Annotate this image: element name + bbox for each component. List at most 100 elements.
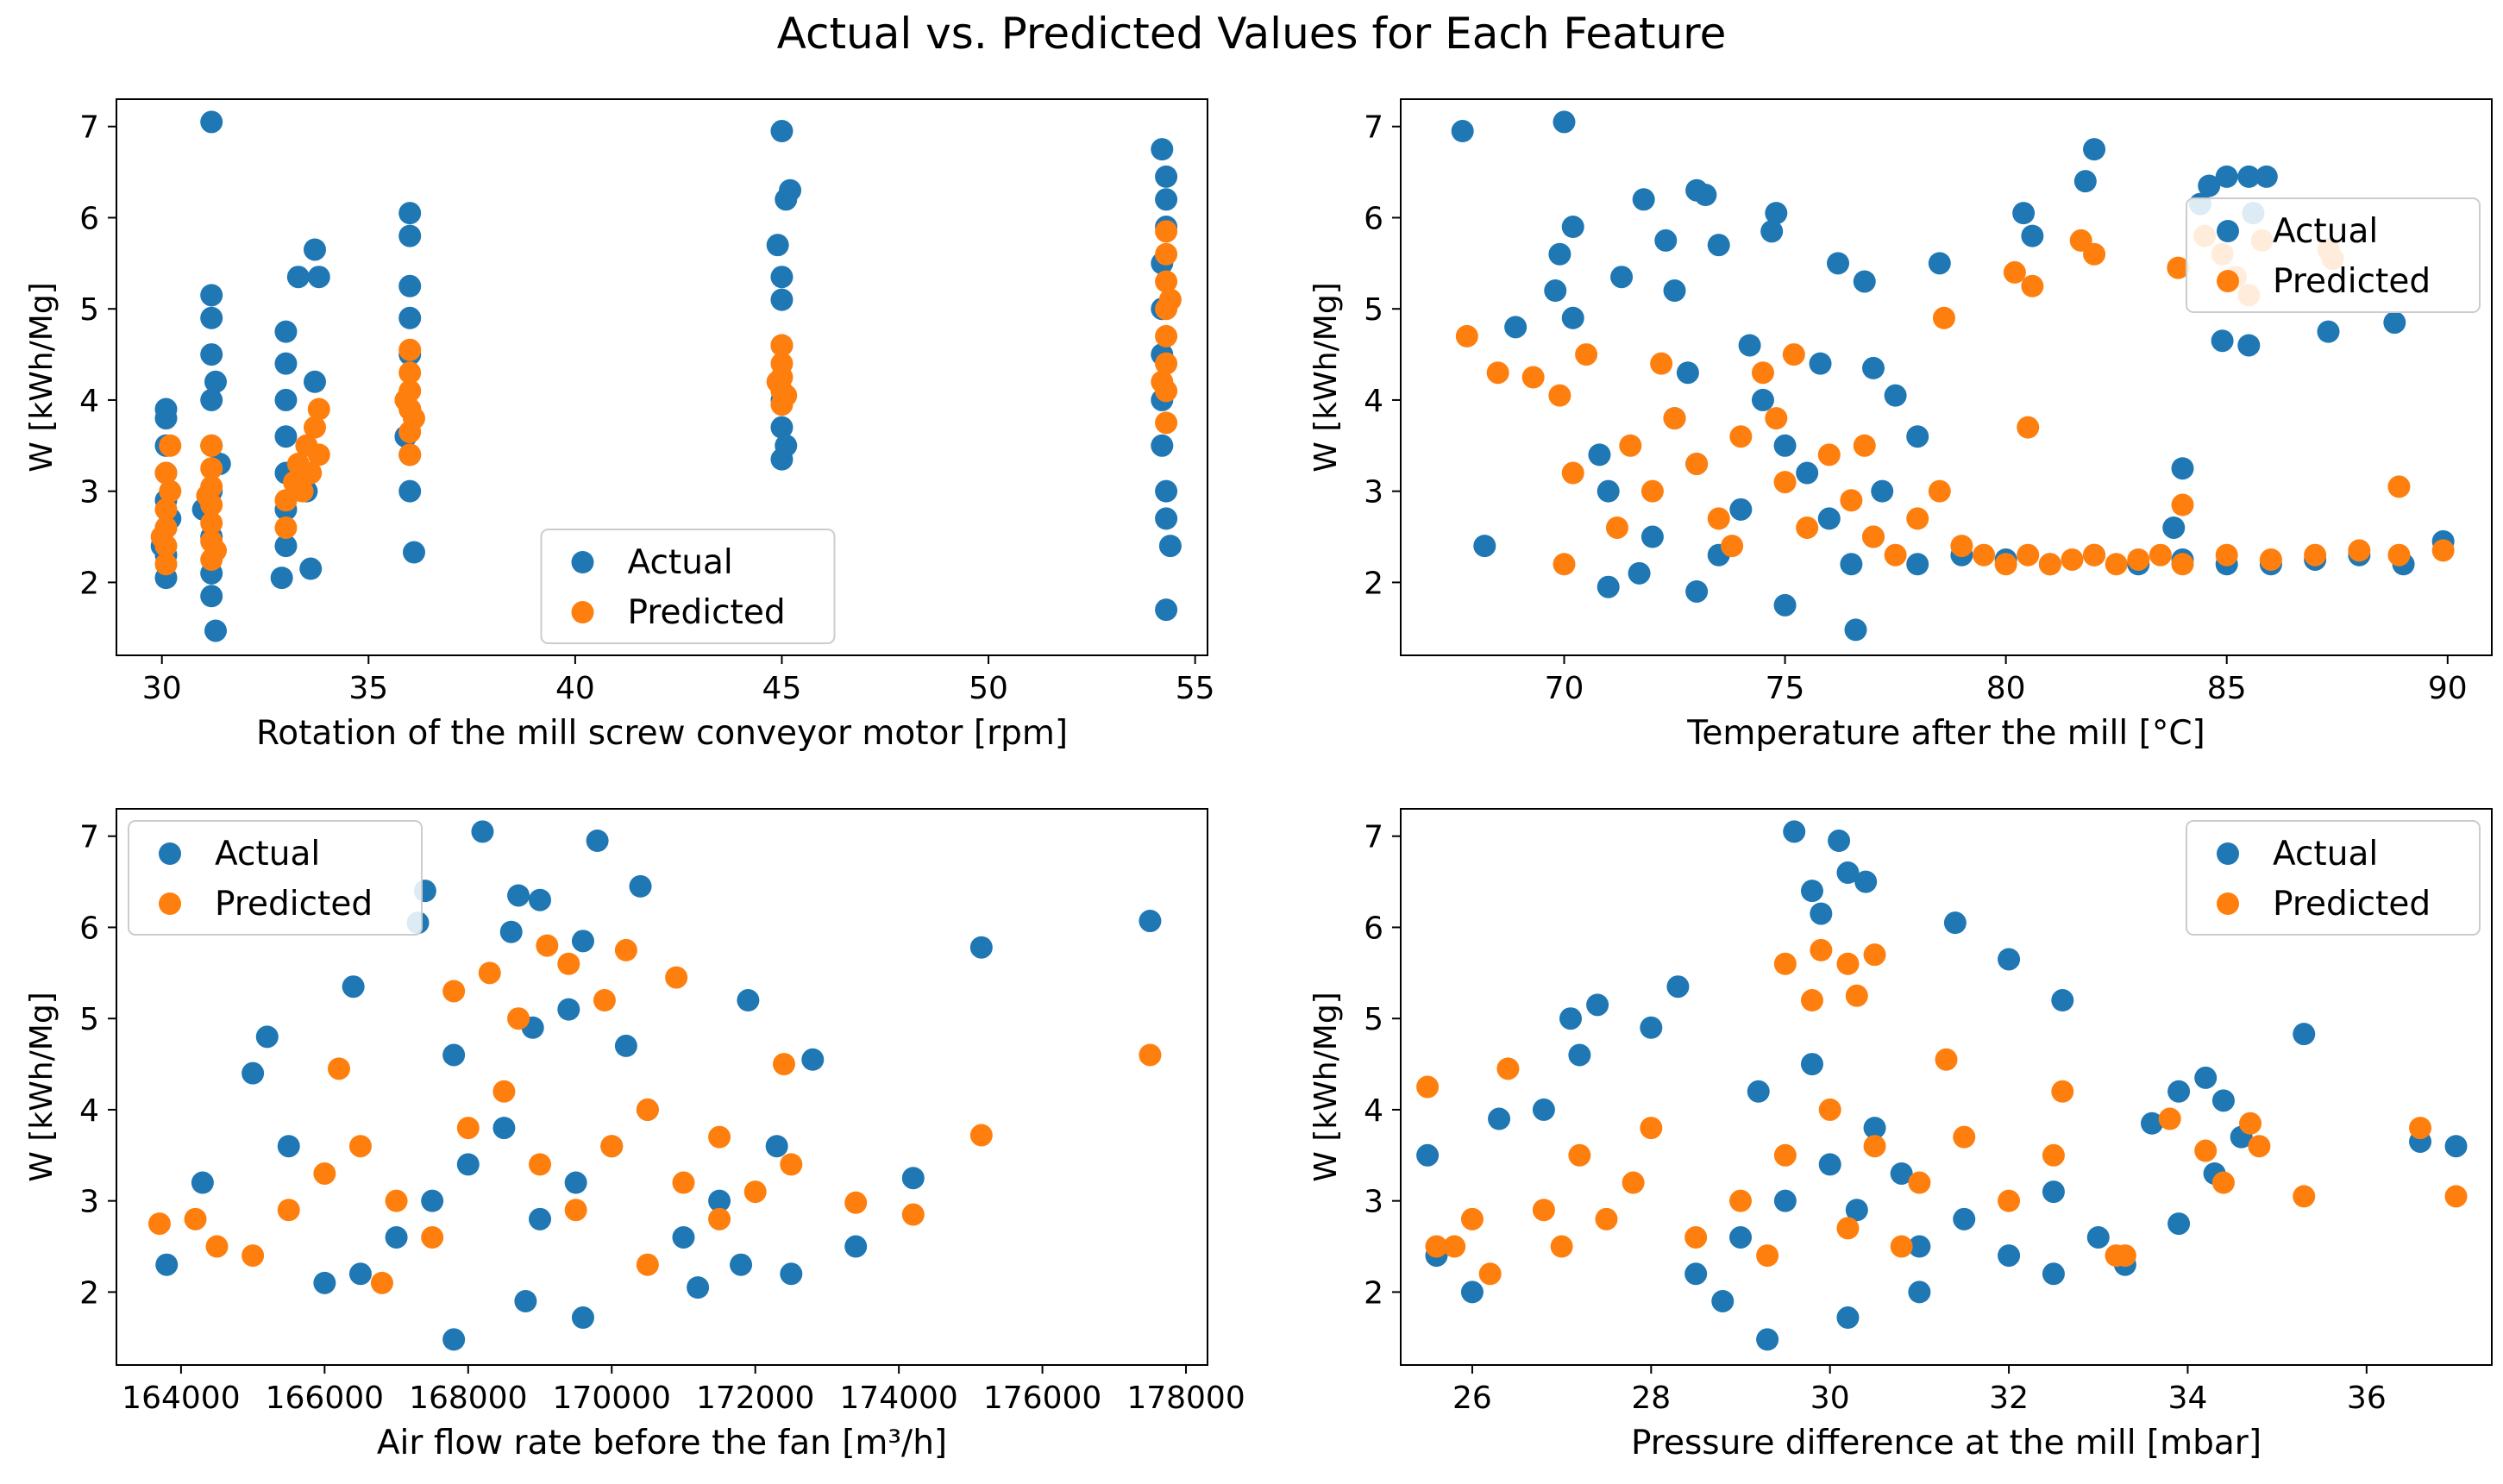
data-point-predicted (2171, 553, 2194, 576)
data-point-actual (1553, 110, 1576, 134)
data-point-predicted (1935, 1048, 1958, 1071)
x-tick-label: 36 (2347, 1381, 2387, 1416)
x-tick-label: 170000 (553, 1381, 671, 1416)
data-point-actual (1760, 220, 1784, 243)
x-axis-label: Rotation of the mill screw conveyor moto… (256, 714, 1068, 753)
data-point-actual (342, 975, 365, 999)
y-axis-label: W [kWh/Mg] (1308, 282, 1344, 472)
legend-marker-predicted (159, 892, 181, 915)
data-point-actual (1836, 861, 1860, 885)
data-point-predicted (1729, 425, 1753, 448)
legend-label-actual: Actual (2273, 835, 2378, 873)
data-point-actual (1663, 279, 1686, 303)
data-point-predicted (1575, 343, 1598, 366)
data-point-actual (200, 585, 223, 608)
data-point-actual (1828, 830, 1851, 853)
data-point-predicted (1550, 1235, 1573, 1258)
data-point-predicted (398, 443, 422, 466)
data-point-predicted (1721, 535, 1744, 558)
data-point-predicted (1840, 489, 1863, 512)
data-point-actual (1906, 425, 1929, 448)
data-point-predicted (1845, 984, 1868, 1007)
data-point-actual (672, 1225, 695, 1249)
legend-marker-actual (571, 551, 594, 573)
data-point-predicted (2017, 416, 2040, 439)
data-point-actual (286, 266, 310, 289)
data-point-actual (765, 1135, 788, 1158)
data-point-actual (2237, 334, 2261, 357)
data-point-actual (514, 1289, 537, 1312)
data-point-actual (1694, 184, 1717, 207)
legend-label-actual: Actual (628, 543, 733, 582)
data-point-predicted (1973, 543, 1996, 567)
data-point-actual (2194, 1066, 2218, 1089)
data-point-actual (255, 1025, 279, 1049)
legend-label-actual: Actual (2273, 212, 2378, 251)
data-point-actual (398, 224, 422, 247)
data-point-predicted (299, 461, 323, 485)
legend-box (540, 529, 836, 644)
legend-marker-predicted (2217, 270, 2239, 292)
data-point-actual (1473, 535, 1496, 558)
data-point-predicted (1756, 1244, 1779, 1268)
data-point-actual (1151, 434, 1174, 457)
data-point-predicted (1950, 535, 1973, 558)
data-point-actual (737, 989, 760, 1012)
data-point-actual (204, 619, 227, 642)
data-point-predicted (159, 479, 182, 503)
data-point-actual (780, 1262, 803, 1286)
data-point-actual (557, 998, 580, 1021)
legend: Actual Predicted (2186, 197, 2481, 313)
data-point-predicted (1908, 1171, 1931, 1194)
data-point-actual (770, 266, 794, 289)
data-point-predicted (385, 1189, 408, 1212)
data-point-predicted (274, 516, 298, 539)
data-point-predicted (1906, 507, 1929, 530)
data-point-predicted (147, 1212, 171, 1236)
data-point-actual (155, 1253, 179, 1276)
data-point-predicted (772, 1053, 795, 1076)
data-point-actual (499, 920, 523, 943)
data-point-actual (2237, 165, 2261, 188)
data-point-actual (1845, 1199, 1868, 1222)
data-point-actual (1676, 361, 1699, 385)
data-point-actual (307, 266, 330, 289)
data-point-actual (801, 1048, 825, 1071)
y-tick-label: 5 (1364, 292, 1383, 328)
data-point-predicted (1478, 1262, 1502, 1286)
data-point-actual (1884, 384, 1907, 407)
data-point-actual (2171, 457, 2194, 480)
data-point-predicted (313, 1162, 336, 1185)
data-point-actual (1998, 948, 2021, 971)
data-point-predicted (536, 934, 559, 957)
data-point-predicted (2105, 1244, 2128, 1268)
x-tick-label: 178000 (1126, 1381, 1245, 1416)
data-point-predicted (1810, 938, 1833, 961)
series-predicted (147, 934, 1162, 1294)
legend-marker-actual (159, 842, 181, 865)
data-point-actual (304, 370, 326, 393)
data-point-actual (2162, 516, 2186, 539)
data-point-predicted (770, 352, 794, 375)
data-point-predicted (1605, 516, 1628, 539)
data-point-predicted (1568, 1143, 1591, 1167)
data-point-actual (2042, 1262, 2065, 1286)
data-point-predicted (1521, 366, 1545, 389)
legend-marker-predicted (571, 601, 594, 623)
data-point-actual (1796, 461, 1819, 485)
data-point-actual (1840, 553, 1863, 576)
data-point-predicted (394, 388, 417, 411)
data-point-actual (1953, 1207, 1976, 1230)
data-point-predicted (1836, 952, 1860, 975)
data-point-actual (1155, 598, 1178, 622)
data-point-actual (529, 1207, 552, 1230)
data-point-actual (1773, 593, 1797, 617)
data-point-actual (270, 567, 293, 590)
data-point-predicted (1836, 1217, 1860, 1240)
data-point-predicted (507, 1007, 530, 1030)
data-point-predicted (2042, 1143, 2065, 1167)
data-point-predicted (2194, 1139, 2218, 1162)
x-tick-label: 80 (1986, 671, 2026, 706)
data-point-predicted (1460, 1207, 1484, 1230)
